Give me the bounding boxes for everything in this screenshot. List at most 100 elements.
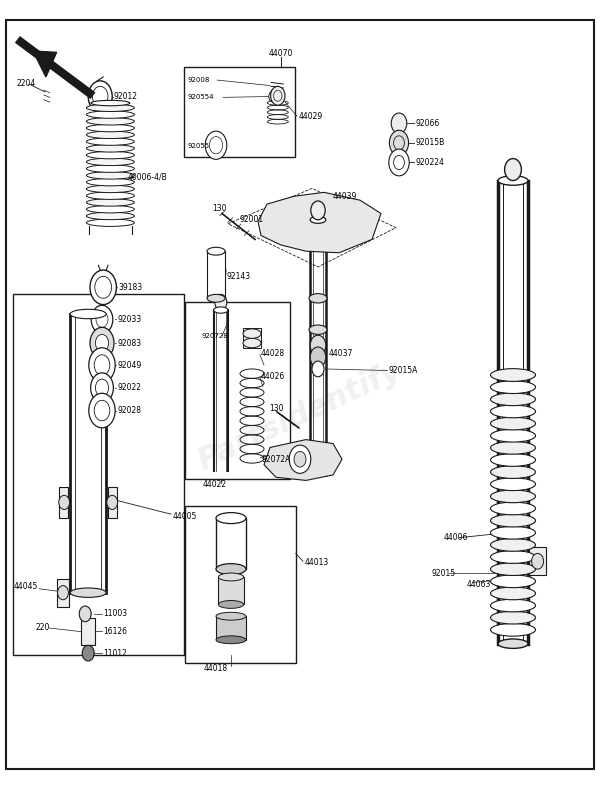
Text: 92015: 92015 <box>432 568 456 578</box>
Ellipse shape <box>491 587 536 600</box>
Circle shape <box>312 361 324 377</box>
Bar <box>218 577 244 604</box>
Text: 92055: 92055 <box>187 143 209 149</box>
Ellipse shape <box>309 294 327 303</box>
Circle shape <box>58 586 68 600</box>
Ellipse shape <box>86 131 134 138</box>
Text: 44005: 44005 <box>172 512 197 521</box>
Text: 44037: 44037 <box>328 349 353 358</box>
Ellipse shape <box>491 417 536 430</box>
Bar <box>185 506 296 663</box>
Ellipse shape <box>491 539 536 551</box>
Ellipse shape <box>216 513 246 524</box>
Bar <box>216 616 246 640</box>
Ellipse shape <box>491 550 536 564</box>
Ellipse shape <box>86 199 134 206</box>
Text: 92015B: 92015B <box>415 138 445 148</box>
Text: 44018: 44018 <box>204 664 228 674</box>
Circle shape <box>289 445 311 473</box>
Ellipse shape <box>86 111 134 119</box>
Ellipse shape <box>498 176 528 185</box>
Ellipse shape <box>491 575 536 588</box>
Text: 920728: 920728 <box>201 333 228 339</box>
Text: 2204: 2204 <box>16 79 35 89</box>
Bar <box>207 251 225 298</box>
Polygon shape <box>264 440 342 480</box>
Text: 40006-4/B: 40006-4/B <box>127 173 167 182</box>
Ellipse shape <box>491 478 536 491</box>
Bar <box>529 547 546 575</box>
Text: 44006: 44006 <box>444 533 469 542</box>
Ellipse shape <box>491 393 536 406</box>
Ellipse shape <box>216 564 246 575</box>
Bar <box>57 579 69 607</box>
Ellipse shape <box>309 325 327 334</box>
Text: 92022: 92022 <box>117 383 141 392</box>
Circle shape <box>95 334 109 352</box>
Circle shape <box>269 91 277 102</box>
Text: 130: 130 <box>212 203 226 213</box>
Ellipse shape <box>86 172 134 179</box>
Ellipse shape <box>86 104 134 111</box>
Circle shape <box>505 159 521 181</box>
Ellipse shape <box>86 124 134 132</box>
Ellipse shape <box>86 144 134 152</box>
Text: 16126: 16126 <box>103 626 127 636</box>
Bar <box>108 487 117 518</box>
Ellipse shape <box>207 247 225 255</box>
Circle shape <box>107 495 118 509</box>
Ellipse shape <box>86 212 134 220</box>
Ellipse shape <box>86 185 134 192</box>
Text: 92028: 92028 <box>117 406 141 415</box>
Bar <box>81 618 95 645</box>
Circle shape <box>311 201 325 220</box>
Ellipse shape <box>491 623 536 636</box>
Ellipse shape <box>491 514 536 527</box>
Ellipse shape <box>86 165 134 173</box>
Ellipse shape <box>214 307 228 313</box>
Circle shape <box>310 347 326 367</box>
Ellipse shape <box>70 588 106 597</box>
Text: 220: 220 <box>36 623 50 633</box>
Text: 92072A: 92072A <box>261 455 290 464</box>
Ellipse shape <box>491 563 536 575</box>
Ellipse shape <box>91 100 130 106</box>
Text: 920554: 920554 <box>187 94 214 100</box>
Ellipse shape <box>491 612 536 624</box>
Ellipse shape <box>216 636 246 644</box>
Text: 44022: 44022 <box>203 480 227 489</box>
Ellipse shape <box>86 206 134 213</box>
Text: 44070: 44070 <box>269 49 293 58</box>
Text: 92015A: 92015A <box>389 366 418 375</box>
Ellipse shape <box>207 294 225 302</box>
Text: 92033: 92033 <box>117 315 141 324</box>
Ellipse shape <box>491 405 536 418</box>
Text: 130: 130 <box>269 403 283 413</box>
Bar <box>184 67 295 157</box>
Circle shape <box>532 553 544 569</box>
Bar <box>243 328 261 348</box>
Text: 11003: 11003 <box>103 609 127 619</box>
Circle shape <box>82 645 94 661</box>
Ellipse shape <box>218 601 244 608</box>
Ellipse shape <box>491 527 536 539</box>
Text: 920224: 920224 <box>415 158 444 167</box>
Text: 92049: 92049 <box>117 360 141 370</box>
Text: 44029: 44029 <box>298 111 322 121</box>
Text: 92008: 92008 <box>187 77 209 83</box>
Ellipse shape <box>86 219 134 226</box>
Circle shape <box>90 270 116 305</box>
Ellipse shape <box>491 599 536 612</box>
Text: 44063: 44063 <box>466 580 491 590</box>
Bar <box>13 294 184 655</box>
Ellipse shape <box>86 138 134 145</box>
Ellipse shape <box>86 192 134 199</box>
Ellipse shape <box>218 573 244 581</box>
Ellipse shape <box>491 454 536 466</box>
Polygon shape <box>33 51 56 77</box>
Circle shape <box>294 451 306 467</box>
Text: 44039: 44039 <box>333 192 358 201</box>
Ellipse shape <box>491 381 536 393</box>
Bar <box>59 487 68 518</box>
Ellipse shape <box>491 441 536 455</box>
